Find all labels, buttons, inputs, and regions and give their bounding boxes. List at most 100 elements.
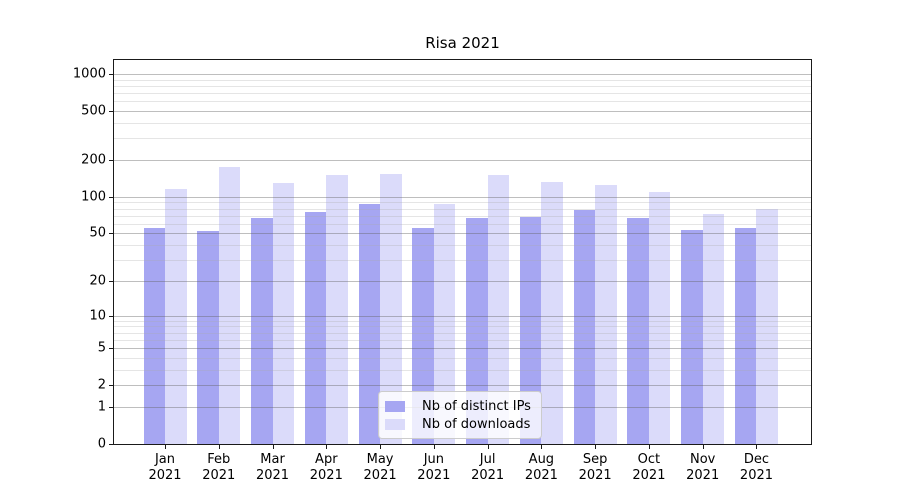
y-tick-mark-5 — [109, 348, 113, 350]
bar-distinct-ips-mar — [251, 218, 273, 444]
bar-distinct-ips-jun — [412, 228, 434, 444]
bar-downloads-oct — [648, 191, 671, 444]
legend-label-downloads: Nb of downloads — [422, 416, 531, 432]
y-tick-label-20: 20 — [89, 273, 106, 289]
y-tick-label-100: 100 — [81, 189, 106, 205]
y-tick-label-200: 200 — [81, 152, 106, 168]
x-tick-label-jul: Jul 2021 — [471, 452, 505, 483]
bar-downloads-mar — [272, 182, 295, 444]
y-tick-mark-2 — [109, 385, 113, 387]
x-tick-label-may: May 2021 — [363, 452, 397, 483]
gridline-minor-90 — [114, 202, 811, 204]
y-tick-label-2: 2 — [97, 377, 106, 393]
x-tick-label-mar: Mar 2021 — [255, 452, 290, 483]
y-tick-label-500: 500 — [81, 103, 106, 119]
legend-label-distinct-ips: Nb of distinct IPs — [422, 398, 531, 414]
y-tick-label-1000: 1000 — [72, 66, 106, 82]
bar-distinct-ips-feb — [197, 231, 219, 444]
legend-item-distinct-ips: Nb of distinct IPs — [385, 397, 535, 415]
gridline-major-500 — [114, 111, 811, 113]
x-tick-label-apr: Apr 2021 — [309, 452, 343, 483]
gridline-major-10 — [114, 315, 811, 317]
legend-swatch-distinct-ips — [385, 400, 405, 412]
x-tick-mark-aug — [541, 445, 543, 449]
gridline-minor-3 — [114, 369, 811, 371]
x-tick-mark-jun — [433, 445, 435, 449]
x-tick-mark-jan — [165, 445, 166, 449]
bar-distinct-ips-may — [358, 203, 381, 444]
bar-downloads-jun — [433, 203, 456, 444]
gridline-major-1000 — [114, 74, 811, 76]
bar-distinct-ips-dec — [734, 228, 757, 444]
y-tick-mark-50 — [109, 233, 113, 235]
bar-downloads-dec — [756, 209, 778, 444]
x-tick-label-nov: Nov 2021 — [686, 452, 720, 483]
gridline-minor-700 — [114, 93, 811, 95]
bar-downloads-sep — [595, 185, 617, 444]
y-tick-mark-100 — [109, 196, 113, 198]
y-tick-mark-0 — [109, 444, 113, 445]
y-tick-mark-1000 — [109, 74, 113, 76]
y-tick-mark-500 — [109, 111, 113, 113]
x-tick-label-aug: Aug 2021 — [524, 452, 558, 483]
y-tick-label-5: 5 — [97, 340, 106, 356]
gridline-major-2 — [114, 385, 811, 387]
y-tick-mark-200 — [109, 160, 113, 161]
bar-distinct-ips-sep — [573, 210, 596, 444]
gridline-minor-800 — [114, 85, 811, 87]
gridline-major-20 — [114, 280, 811, 282]
y-tick-label-50: 50 — [89, 225, 106, 241]
bar-distinct-ips-aug — [519, 217, 542, 444]
gridline-minor-9 — [114, 320, 811, 322]
gridline-minor-4 — [114, 357, 811, 359]
x-tick-mark-apr — [326, 445, 328, 449]
bar-distinct-ips-oct — [627, 218, 649, 444]
gridline-minor-300 — [114, 138, 811, 140]
gridline-major-100 — [114, 196, 811, 198]
bar-downloads-nov — [702, 214, 725, 444]
legend-swatch-downloads — [385, 418, 405, 430]
gridline-minor-7 — [114, 332, 811, 334]
x-tick-mark-feb — [218, 445, 220, 449]
x-tick-mark-oct — [648, 445, 650, 449]
bar-downloads-apr — [326, 175, 348, 444]
bar-distinct-ips-nov — [681, 230, 703, 444]
bar-distinct-ips-jan — [143, 227, 165, 444]
bar-downloads-jan — [165, 189, 187, 444]
bar-downloads-may — [380, 173, 402, 444]
bar-downloads-jul — [487, 175, 510, 444]
y-tick-mark-20 — [109, 280, 113, 282]
y-tick-label-0: 0 — [97, 436, 106, 452]
gridline-minor-6 — [114, 339, 811, 341]
gridline-minor-40 — [114, 245, 811, 247]
plot-area: Nb of distinct IPs Nb of downloads — [113, 59, 812, 445]
x-tick-label-oct: Oct 2021 — [632, 452, 666, 483]
x-tick-mark-dec — [756, 445, 758, 449]
gridline-major-5 — [114, 348, 811, 350]
y-tick-mark-10 — [109, 315, 113, 317]
bar-distinct-ips-jul — [466, 218, 488, 444]
x-tick-label-dec: Dec 2021 — [739, 452, 774, 483]
bar-distinct-ips-apr — [304, 212, 327, 444]
x-tick-mark-jul — [487, 445, 489, 449]
x-tick-label-feb: Feb 2021 — [202, 452, 236, 483]
gridline-minor-30 — [114, 260, 811, 262]
gridline-minor-70 — [114, 215, 811, 217]
y-tick-label-1: 1 — [97, 399, 106, 415]
legend: Nb of distinct IPs Nb of downloads — [378, 391, 542, 439]
gridline-minor-80 — [114, 208, 811, 210]
x-tick-mark-may — [380, 445, 382, 449]
x-tick-mark-mar — [272, 445, 274, 449]
gridline-minor-8 — [114, 326, 811, 328]
x-tick-label-jun: Jun 2021 — [417, 452, 451, 483]
y-tick-mark-1 — [109, 406, 113, 408]
bar-downloads-feb — [218, 167, 241, 444]
bar-downloads-aug — [541, 182, 563, 444]
x-tick-mark-nov — [702, 445, 704, 449]
y-tick-label-10: 10 — [89, 308, 106, 324]
x-tick-mark-sep — [595, 445, 597, 449]
x-tick-label-sep: Sep 2021 — [578, 452, 612, 483]
gridline-major-50 — [114, 233, 811, 235]
gridline-minor-400 — [114, 123, 811, 125]
